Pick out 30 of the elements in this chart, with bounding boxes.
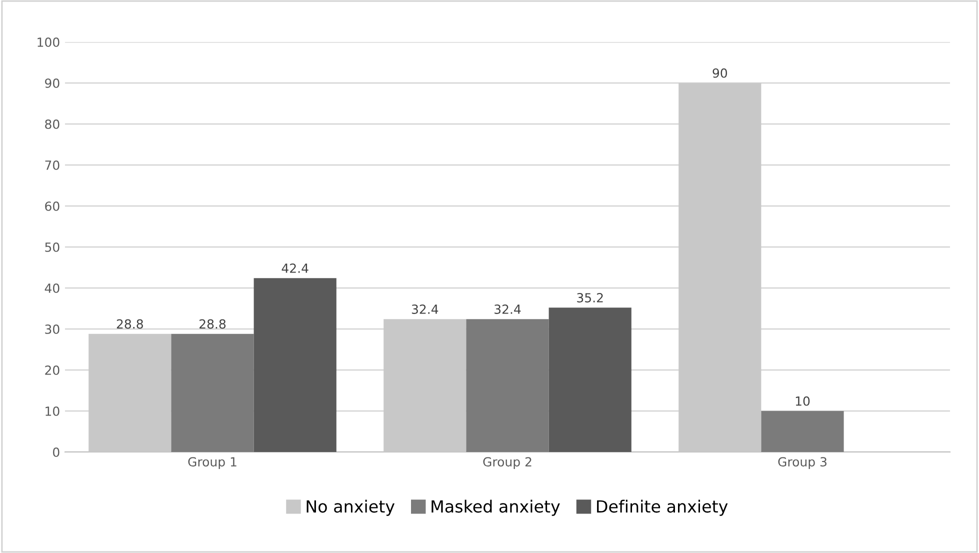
legend-label: No anxiety [306,500,395,516]
y-tick-label: 70 [45,160,60,170]
legend-label: Definite anxiety [597,500,728,516]
data-label: 35.2 [577,293,603,302]
x-tick-label: Group 2 [483,457,532,469]
x-tick-label: Group 3 [778,457,826,469]
y-tick-label: 50 [45,242,60,252]
data-label: 32.4 [412,304,438,314]
bar [548,308,632,452]
data-label: 42.4 [282,264,308,273]
y-tick-label: 80 [45,119,60,129]
data-label: 32.4 [494,304,521,314]
legend-label: Masked anxiety [432,500,560,516]
y-tick-label: 40 [44,283,60,293]
x-tick-label: Group 1 [188,457,236,469]
data-label: 28.8 [200,319,226,329]
y-tick-label: 20 [45,365,60,375]
y-tick-label: 100 [38,37,60,47]
bar [466,319,549,452]
bar [254,278,336,452]
data-label: 90 [712,68,728,78]
bar [171,334,254,452]
y-tick-label: 60 [45,201,60,211]
data-label: 10 [796,396,810,406]
data-label: 28.8 [116,319,143,329]
y-tick-label: 10 [46,406,60,416]
y-tick-label: 0 [53,447,60,457]
y-tick-label: 90 [45,78,60,88]
y-tick-label: 30 [45,324,60,334]
bar [761,411,844,452]
